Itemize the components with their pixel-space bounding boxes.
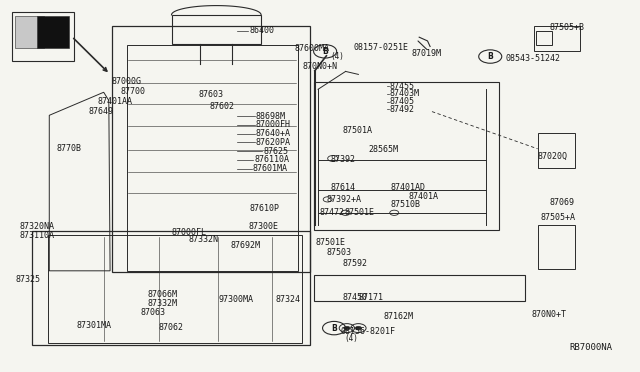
Bar bbox=[37, 16, 69, 48]
Text: B: B bbox=[323, 47, 328, 56]
Text: 87301MA: 87301MA bbox=[77, 321, 112, 330]
Text: 87324: 87324 bbox=[275, 295, 300, 304]
Text: 87640+A: 87640+A bbox=[256, 129, 291, 138]
Text: 87501E: 87501E bbox=[344, 208, 374, 217]
Text: 08543-51242: 08543-51242 bbox=[506, 54, 561, 63]
Bar bbox=[536, 31, 552, 45]
Text: 87600MA: 87600MA bbox=[294, 44, 330, 53]
Text: 876110A: 876110A bbox=[255, 155, 290, 164]
Text: 87450: 87450 bbox=[342, 293, 367, 302]
Text: 87403M: 87403M bbox=[389, 89, 419, 98]
Bar bbox=[15, 16, 44, 48]
Bar bbox=[538, 225, 575, 269]
Text: 87503: 87503 bbox=[326, 248, 351, 257]
Circle shape bbox=[344, 326, 350, 330]
Text: 87610P: 87610P bbox=[250, 204, 280, 213]
Text: 87602: 87602 bbox=[210, 102, 235, 110]
Text: 8770B: 8770B bbox=[56, 144, 81, 153]
Text: 87601MA: 87601MA bbox=[253, 164, 288, 173]
Text: 87401AA: 87401AA bbox=[97, 97, 132, 106]
Text: 870N0+T: 870N0+T bbox=[531, 310, 566, 319]
Text: 87162M: 87162M bbox=[384, 312, 414, 321]
Text: 87492: 87492 bbox=[389, 105, 414, 114]
Text: (4): (4) bbox=[330, 52, 344, 61]
Text: 87332N: 87332N bbox=[189, 235, 219, 244]
Text: 87000FL: 87000FL bbox=[172, 228, 207, 237]
Text: 87501E: 87501E bbox=[316, 238, 346, 247]
Text: 87069: 87069 bbox=[549, 198, 574, 207]
Text: 87510B: 87510B bbox=[390, 200, 420, 209]
Bar bbox=[538, 133, 575, 168]
Text: 87392: 87392 bbox=[330, 155, 355, 164]
Text: RB7000NA: RB7000NA bbox=[570, 343, 612, 352]
Text: 87320NA: 87320NA bbox=[19, 222, 54, 231]
Text: 87171: 87171 bbox=[358, 293, 383, 302]
Text: 87332M: 87332M bbox=[147, 299, 177, 308]
Text: 87603: 87603 bbox=[198, 90, 223, 99]
Text: 87620PA: 87620PA bbox=[256, 138, 291, 147]
Text: 86400: 86400 bbox=[250, 26, 275, 35]
Text: 88698M: 88698M bbox=[256, 112, 286, 121]
Text: 87063: 87063 bbox=[141, 308, 166, 317]
Bar bbox=[534, 26, 580, 51]
Text: 87000G: 87000G bbox=[112, 77, 142, 86]
Text: 87325: 87325 bbox=[16, 275, 41, 283]
Text: 87401AD: 87401AD bbox=[390, 183, 426, 192]
Circle shape bbox=[355, 326, 362, 330]
Text: 28565M: 28565M bbox=[368, 145, 398, 154]
Text: 873110A: 873110A bbox=[19, 231, 54, 240]
Text: 870N0+N: 870N0+N bbox=[302, 62, 337, 71]
Text: 87066M: 87066M bbox=[147, 290, 177, 299]
Text: 87401A: 87401A bbox=[408, 192, 438, 201]
Text: B: B bbox=[332, 324, 337, 333]
Text: 87472: 87472 bbox=[320, 208, 345, 217]
Text: 87505+A: 87505+A bbox=[541, 213, 576, 222]
Text: 97300MA: 97300MA bbox=[219, 295, 254, 304]
Text: (4): (4) bbox=[344, 334, 358, 343]
Text: 08156-8201F: 08156-8201F bbox=[340, 327, 396, 336]
Text: 87455: 87455 bbox=[389, 82, 414, 91]
Text: B: B bbox=[488, 52, 493, 61]
Text: 87700: 87700 bbox=[120, 87, 145, 96]
Text: 87692M: 87692M bbox=[230, 241, 260, 250]
Text: 87300E: 87300E bbox=[248, 222, 278, 231]
Text: 08157-0251E: 08157-0251E bbox=[354, 43, 409, 52]
Text: 87020Q: 87020Q bbox=[538, 152, 568, 161]
Text: 87019M: 87019M bbox=[412, 49, 442, 58]
Text: 87000FH: 87000FH bbox=[256, 120, 291, 129]
Text: 87592: 87592 bbox=[342, 259, 367, 268]
Text: 87505+B: 87505+B bbox=[549, 23, 584, 32]
Text: 87625: 87625 bbox=[264, 147, 289, 155]
Text: 87501A: 87501A bbox=[342, 126, 372, 135]
Text: 87649: 87649 bbox=[88, 107, 113, 116]
Text: 87614: 87614 bbox=[330, 183, 355, 192]
Text: 87062: 87062 bbox=[159, 323, 184, 332]
Text: 87392+A: 87392+A bbox=[326, 195, 362, 203]
Text: 87405: 87405 bbox=[389, 97, 414, 106]
